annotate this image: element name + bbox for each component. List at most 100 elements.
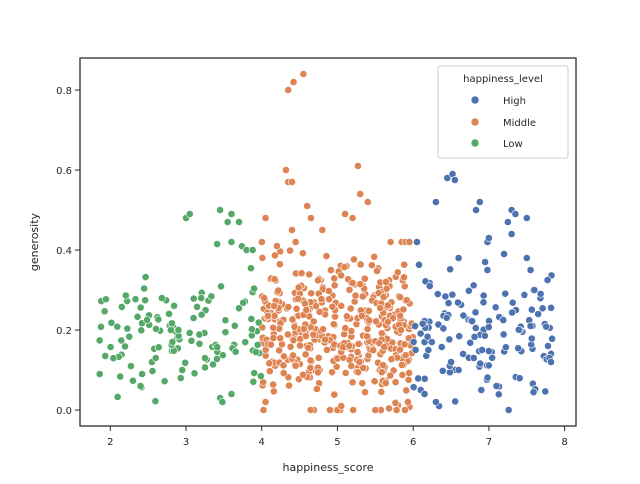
point-middle (315, 307, 324, 316)
point-middle (341, 369, 350, 377)
point-high (477, 386, 486, 394)
point-low (117, 336, 126, 345)
point-middle (319, 325, 327, 334)
point-middle (318, 226, 327, 234)
point-low (247, 315, 256, 323)
point-middle (286, 342, 295, 351)
point-middle (314, 368, 322, 377)
point-low (129, 376, 137, 385)
point-high (499, 316, 508, 324)
point-high (420, 390, 429, 398)
point-low (241, 338, 250, 347)
point-middle (279, 369, 288, 378)
point-middle (324, 287, 333, 295)
point-high (472, 206, 480, 214)
point-middle (257, 238, 266, 246)
point-middle (304, 343, 313, 352)
point-high (469, 354, 478, 362)
point-high (418, 319, 427, 328)
point-low (207, 292, 216, 301)
y-tick-label: 0.2 (56, 326, 72, 337)
point-middle (356, 190, 365, 198)
point-middle (397, 326, 405, 335)
point-middle (274, 286, 283, 295)
point-middle (294, 283, 303, 292)
point-high (443, 174, 452, 182)
point-low (157, 294, 166, 302)
point-middle (381, 379, 390, 387)
point-high (451, 397, 460, 406)
point-low (213, 355, 221, 363)
point-high (504, 406, 513, 414)
point-high (464, 286, 473, 295)
point-high (466, 338, 475, 347)
point-low (138, 370, 146, 378)
point-high (522, 254, 531, 262)
point-high (420, 374, 429, 383)
point-middle (363, 198, 372, 206)
point-middle (347, 362, 356, 370)
x-tick-label: 5 (334, 437, 340, 448)
point-low (250, 284, 258, 293)
point-low (254, 318, 263, 327)
legend-label-high: High (503, 96, 526, 107)
point-low (230, 321, 239, 330)
x-tick-label: 6 (410, 437, 416, 448)
point-high (424, 346, 433, 354)
point-low (97, 322, 105, 331)
point-middle (386, 371, 395, 380)
point-middle (288, 178, 296, 186)
point-middle (361, 388, 369, 397)
point-low (247, 264, 255, 273)
point-low (174, 326, 183, 334)
point-low (102, 295, 110, 304)
point-low (189, 294, 198, 303)
point-high (491, 303, 500, 312)
point-high (444, 299, 453, 308)
point-low (181, 358, 190, 367)
point-middle (402, 386, 411, 395)
point-middle (270, 275, 279, 284)
point-low (143, 316, 151, 324)
point-high (445, 335, 454, 344)
point-low (235, 218, 243, 226)
point-high (479, 291, 488, 300)
point-middle (356, 280, 365, 289)
point-middle (302, 306, 311, 314)
point-high (492, 382, 501, 390)
point-low (95, 370, 104, 378)
point-low (123, 324, 132, 333)
point-middle (400, 273, 408, 282)
point-middle (337, 302, 346, 310)
point-middle (356, 260, 365, 269)
point-middle (364, 306, 373, 315)
point-middle (386, 238, 395, 246)
point-low (141, 296, 150, 305)
point-high (514, 325, 523, 334)
point-middle (400, 340, 409, 349)
point-high (503, 218, 512, 226)
point-middle (405, 369, 413, 377)
point-middle (282, 166, 290, 174)
point-high (542, 322, 551, 331)
point-low (154, 343, 163, 352)
point-low (107, 318, 116, 327)
point-middle (405, 238, 414, 246)
point-middle (353, 348, 362, 356)
point-middle (346, 304, 355, 313)
point-high (530, 286, 539, 294)
point-middle (354, 162, 362, 170)
point-high (459, 350, 467, 358)
point-middle (307, 289, 316, 298)
point-middle (309, 317, 318, 326)
point-low (117, 303, 126, 311)
point-high (501, 289, 510, 298)
point-low (195, 339, 204, 348)
point-middle (286, 246, 294, 255)
point-low (166, 326, 175, 334)
point-middle (379, 293, 388, 301)
point-high (447, 358, 455, 366)
point-high (543, 276, 552, 284)
point-high (423, 332, 432, 341)
